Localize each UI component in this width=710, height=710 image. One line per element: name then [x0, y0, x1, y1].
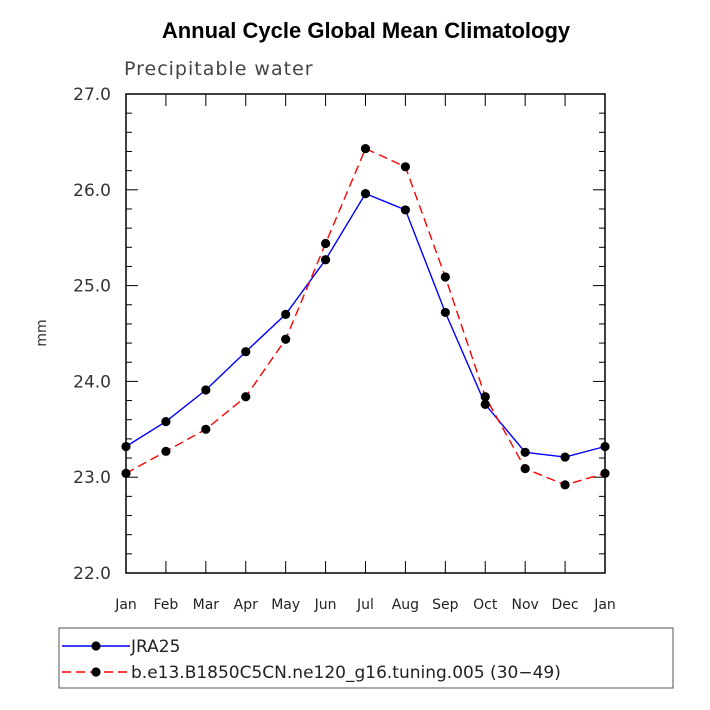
- series-2-point: [320, 238, 331, 249]
- x-axis: Jan Feb Mar Apr May Jun Jul Aug Sep Oct Nov Dec Jan: [114, 94, 616, 613]
- x-tick-label: Jun: [314, 597, 337, 613]
- y-tick-label: 26.0: [73, 181, 111, 201]
- legend-label-2: b.e13.B1850C5CN.ne120_g16.tuning.005 (30…: [131, 663, 561, 683]
- y-tick-label: 24.0: [73, 372, 111, 392]
- series-1-point: [281, 309, 291, 319]
- y-axis: 22.0 23.0 24.0 25.0 26.0 27.0: [73, 85, 605, 584]
- series-2-point: [440, 272, 450, 282]
- legend-label-1: JRA25: [130, 637, 180, 657]
- series-line-2: [125, 147, 606, 486]
- series-2-point: [201, 424, 211, 434]
- legend: JRA25 b.e13.B1850C5CN.ne120_g16.tuning.00…: [62, 637, 561, 683]
- series-1-point: [520, 447, 530, 457]
- series-2-point: [241, 392, 251, 402]
- series-1-point: [121, 441, 131, 452]
- series-1-point: [480, 399, 490, 409]
- x-tick-label: Nov: [512, 597, 539, 613]
- x-tick-label: Sep: [432, 597, 459, 613]
- x-tick-label: Oct: [473, 597, 498, 613]
- series-1-point: [241, 347, 251, 357]
- legend-box: [58, 627, 674, 689]
- series-2-point: [161, 446, 171, 456]
- series-2-point: [480, 392, 490, 402]
- legend-marker-2: [91, 667, 101, 677]
- y-axis-label: mm: [34, 319, 50, 346]
- series-2-point: [600, 468, 610, 478]
- series-2-point: [560, 480, 570, 490]
- x-tick-label: Apr: [234, 597, 258, 613]
- x-tick-label: Jan: [114, 597, 137, 613]
- x-tick-label: Dec: [552, 597, 579, 613]
- series-2-point: [360, 144, 371, 154]
- series-line-1: [125, 192, 606, 458]
- series-layer: [121, 144, 610, 490]
- series-1-point: [600, 441, 610, 452]
- series-1-point: [201, 385, 211, 395]
- x-tick-label: May: [271, 597, 300, 613]
- y-tick-label: 27.0: [73, 85, 111, 105]
- series-1-point: [360, 189, 371, 199]
- series-1-point: [440, 307, 450, 318]
- y-tick-label: 22.0: [73, 564, 111, 584]
- legend-marker-1: [91, 641, 101, 651]
- plot-frame: [125, 93, 606, 574]
- x-tick-label: Feb: [154, 597, 179, 613]
- series-2-point: [520, 463, 530, 474]
- series-2-point: [281, 334, 291, 344]
- y-tick-label: 25.0: [73, 277, 111, 297]
- x-tick-label: Aug: [392, 597, 419, 613]
- series-1-point: [320, 255, 331, 265]
- x-tick-label: Jul: [356, 597, 374, 613]
- x-tick-label: Jan: [593, 597, 616, 613]
- series-1-point: [560, 452, 570, 462]
- y-tick-label: 23.0: [73, 468, 111, 488]
- series-1-point: [161, 417, 171, 427]
- series-2-point: [121, 468, 131, 478]
- series-2-point: [400, 162, 411, 172]
- chart-title: Annual Cycle Global Mean Climatology: [162, 18, 571, 43]
- chart-subtitle: Precipitable water: [124, 58, 314, 80]
- series-1-point: [400, 205, 411, 215]
- x-tick-label: Mar: [193, 597, 220, 613]
